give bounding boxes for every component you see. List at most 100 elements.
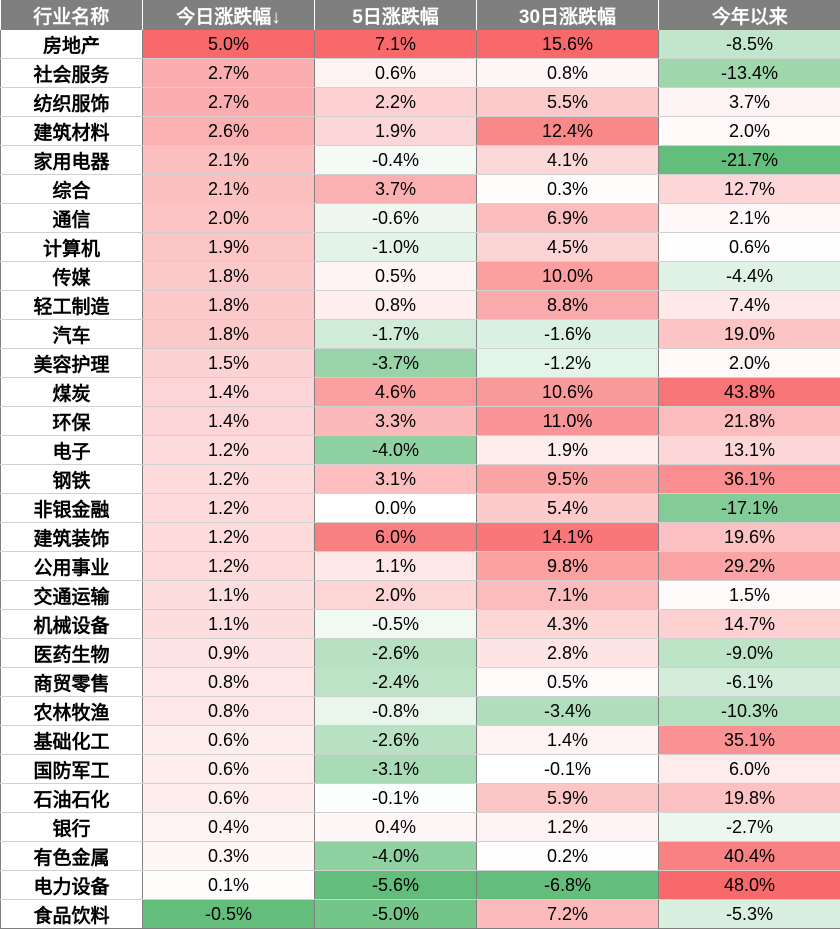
five-day-change-cell: 7.1% xyxy=(314,30,477,59)
thirty-day-change-cell: 0.8% xyxy=(476,58,659,88)
ytd-change-cell: 2.0% xyxy=(658,116,840,146)
table-row: 建筑装饰 1.2% 6.0% 14.1% 19.6% xyxy=(0,522,840,552)
table-row: 公用事业 1.2% 1.1% 9.8% 29.2% xyxy=(0,551,840,581)
today-change-cell: 1.2% xyxy=(142,493,315,523)
today-change-cell: 0.3% xyxy=(142,841,315,871)
five-day-change-cell: -2.6% xyxy=(314,638,477,668)
ytd-change-cell: -17.1% xyxy=(658,493,840,523)
ytd-change-cell: 19.0% xyxy=(658,319,840,349)
ytd-change-cell: -2.7% xyxy=(658,812,840,842)
thirty-day-change-cell: 7.2% xyxy=(476,899,659,929)
today-change-cell: 2.6% xyxy=(142,116,315,146)
thirty-day-change-cell: -3.4% xyxy=(476,696,659,726)
five-day-change-cell: 3.7% xyxy=(314,174,477,204)
ytd-change-cell: 2.0% xyxy=(658,348,840,378)
ytd-change-cell: 48.0% xyxy=(658,870,840,900)
five-day-change-cell: -4.0% xyxy=(314,435,477,465)
five-day-change-cell: 3.1% xyxy=(314,464,477,494)
ytd-change-cell: 19.6% xyxy=(658,522,840,552)
ytd-change-cell: 0.6% xyxy=(658,232,840,262)
header-today-change[interactable]: 今日涨跌幅↓ xyxy=(142,0,315,30)
industry-name-cell: 计算机 xyxy=(0,232,143,262)
five-day-change-cell: 0.0% xyxy=(314,493,477,523)
table-row: 非银金融 1.2% 0.0% 5.4% -17.1% xyxy=(0,493,840,523)
five-day-change-cell: 4.6% xyxy=(314,377,477,407)
table-row: 传媒 1.8% 0.5% 10.0% -4.4% xyxy=(0,261,840,291)
ytd-change-cell: 43.8% xyxy=(658,377,840,407)
today-change-cell: 0.8% xyxy=(142,667,315,697)
table-row: 电力设备 0.1% -5.6% -6.8% 48.0% xyxy=(0,870,840,900)
thirty-day-change-cell: 2.8% xyxy=(476,638,659,668)
five-day-change-cell: -0.5% xyxy=(314,609,477,639)
industry-name-cell: 建筑材料 xyxy=(0,116,143,146)
five-day-change-cell: -5.0% xyxy=(314,899,477,929)
industry-name-cell: 环保 xyxy=(0,406,143,436)
table-row: 有色金属 0.3% -4.0% 0.2% 40.4% xyxy=(0,841,840,871)
table-row: 商贸零售 0.8% -2.4% 0.5% -6.1% xyxy=(0,667,840,697)
ytd-change-cell: 7.4% xyxy=(658,290,840,320)
thirty-day-change-cell: 5.4% xyxy=(476,493,659,523)
today-change-cell: 2.1% xyxy=(142,174,315,204)
industry-name-cell: 有色金属 xyxy=(0,841,143,871)
ytd-change-cell: 1.5% xyxy=(658,580,840,610)
table-row: 纺织服饰 2.7% 2.2% 5.5% 3.7% xyxy=(0,87,840,117)
five-day-change-cell: -1.0% xyxy=(314,232,477,262)
table-row: 通信 2.0% -0.6% 6.9% 2.1% xyxy=(0,203,840,233)
today-change-cell: 2.7% xyxy=(142,58,315,88)
table-row: 食品饮料 -0.5% -5.0% 7.2% -5.3% xyxy=(0,899,840,929)
industry-name-cell: 交通运输 xyxy=(0,580,143,610)
five-day-change-cell: -3.1% xyxy=(314,754,477,784)
table-row: 农林牧渔 0.8% -0.8% -3.4% -10.3% xyxy=(0,696,840,726)
thirty-day-change-cell: 4.1% xyxy=(476,145,659,175)
thirty-day-change-cell: 14.1% xyxy=(476,522,659,552)
today-change-cell: 1.2% xyxy=(142,551,315,581)
header-industry-name[interactable]: 行业名称 xyxy=(0,0,143,30)
five-day-change-cell: 2.2% xyxy=(314,87,477,117)
five-day-change-cell: -0.6% xyxy=(314,203,477,233)
ytd-change-cell: 40.4% xyxy=(658,841,840,871)
industry-name-cell: 银行 xyxy=(0,812,143,842)
header-5day-change[interactable]: 5日涨跌幅 xyxy=(314,0,477,30)
ytd-change-cell: -10.3% xyxy=(658,696,840,726)
ytd-change-cell: -8.5% xyxy=(658,30,840,59)
header-row: 行业名称 今日涨跌幅↓ 5日涨跌幅 30日涨跌幅 今年以来 xyxy=(0,0,840,30)
five-day-change-cell: -3.7% xyxy=(314,348,477,378)
today-change-cell: 1.9% xyxy=(142,232,315,262)
table-row: 基础化工 0.6% -2.6% 1.4% 35.1% xyxy=(0,725,840,755)
thirty-day-change-cell: 0.2% xyxy=(476,841,659,871)
table-row: 轻工制造 1.8% 0.8% 8.8% 7.4% xyxy=(0,290,840,320)
thirty-day-change-cell: 1.4% xyxy=(476,725,659,755)
five-day-change-cell: -2.6% xyxy=(314,725,477,755)
ytd-change-cell: -5.3% xyxy=(658,899,840,929)
industry-name-cell: 电子 xyxy=(0,435,143,465)
industry-name-cell: 通信 xyxy=(0,203,143,233)
industry-name-cell: 社会服务 xyxy=(0,58,143,88)
industry-name-cell: 医药生物 xyxy=(0,638,143,668)
thirty-day-change-cell: -1.2% xyxy=(476,348,659,378)
five-day-change-cell: 0.5% xyxy=(314,261,477,291)
today-change-cell: 0.4% xyxy=(142,812,315,842)
table-row: 交通运输 1.1% 2.0% 7.1% 1.5% xyxy=(0,580,840,610)
today-change-cell: 1.8% xyxy=(142,261,315,291)
today-change-cell: 1.4% xyxy=(142,377,315,407)
today-change-cell: 2.7% xyxy=(142,87,315,117)
ytd-change-cell: -21.7% xyxy=(658,145,840,175)
five-day-change-cell: -0.8% xyxy=(314,696,477,726)
header-30day-change[interactable]: 30日涨跌幅 xyxy=(476,0,659,30)
table-row: 建筑材料 2.6% 1.9% 12.4% 2.0% xyxy=(0,116,840,146)
today-change-cell: 0.8% xyxy=(142,696,315,726)
industry-name-cell: 煤炭 xyxy=(0,377,143,407)
table-row: 家用电器 2.1% -0.4% 4.1% -21.7% xyxy=(0,145,840,175)
industry-name-cell: 家用电器 xyxy=(0,145,143,175)
five-day-change-cell: 6.0% xyxy=(314,522,477,552)
header-ytd-change[interactable]: 今年以来 xyxy=(658,0,840,30)
today-change-cell: 1.2% xyxy=(142,435,315,465)
today-change-cell: 1.2% xyxy=(142,464,315,494)
five-day-change-cell: -0.1% xyxy=(314,783,477,813)
ytd-change-cell: 6.0% xyxy=(658,754,840,784)
thirty-day-change-cell: 4.3% xyxy=(476,609,659,639)
ytd-change-cell: 13.1% xyxy=(658,435,840,465)
five-day-change-cell: -0.4% xyxy=(314,145,477,175)
thirty-day-change-cell: 10.0% xyxy=(476,261,659,291)
